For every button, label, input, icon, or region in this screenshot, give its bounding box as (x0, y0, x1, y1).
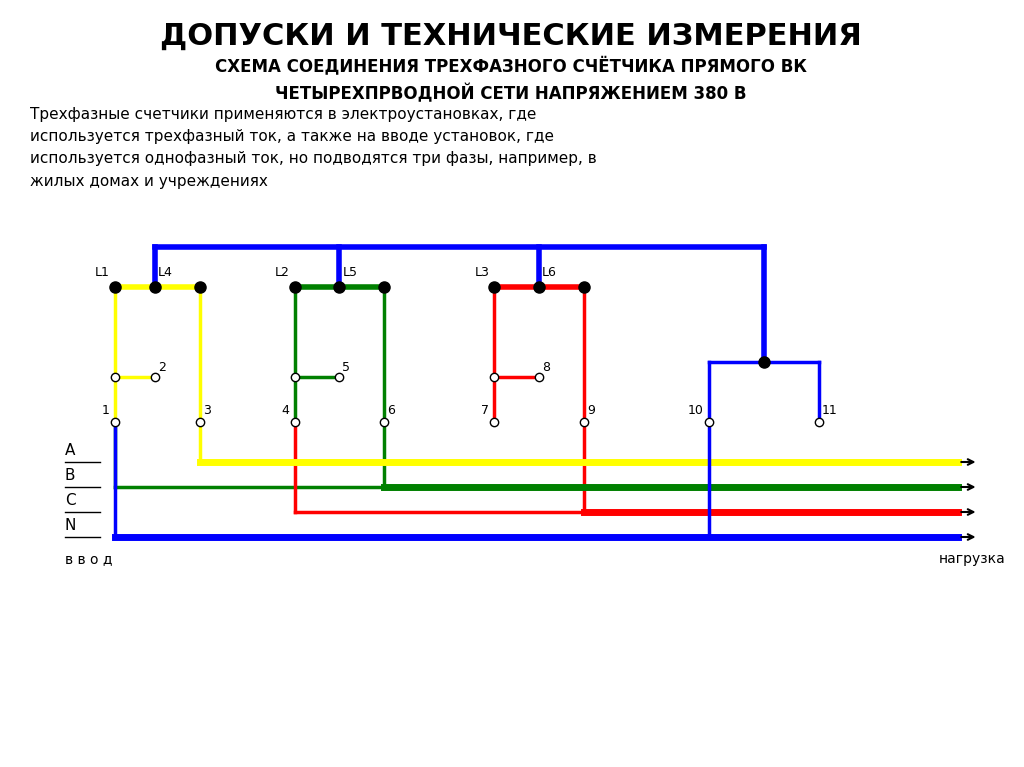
Text: 9: 9 (587, 404, 595, 417)
Text: С: С (65, 493, 76, 508)
Text: В: В (65, 468, 76, 483)
Text: СХЕМА СОЕДИНЕНИЯ ТРЕХФАЗНОГО СЧЁТЧИКА ПРЯМОГО ВК
ЧЕТЫРЕХПРВОДНОЙ СЕТИ НАПРЯЖЕНИЕ: СХЕМА СОЕДИНЕНИЯ ТРЕХФАЗНОГО СЧЁТЧИКА ПР… (215, 57, 807, 103)
Text: L6: L6 (542, 266, 557, 279)
Text: 11: 11 (821, 404, 838, 417)
Text: 5: 5 (342, 361, 350, 374)
Text: 8: 8 (542, 361, 550, 374)
Text: Трехфазные счетчики применяются в электроустановках, где
используется трехфазный: Трехфазные счетчики применяются в электр… (30, 107, 597, 189)
Text: 2: 2 (158, 361, 166, 374)
Text: L4: L4 (158, 266, 173, 279)
Text: нагрузка: нагрузка (938, 552, 1006, 566)
Text: L3: L3 (474, 266, 489, 279)
Text: в в о д: в в о д (65, 552, 113, 566)
Text: L2: L2 (274, 266, 290, 279)
Text: 4: 4 (282, 404, 290, 417)
Text: 1: 1 (102, 404, 110, 417)
Text: 7: 7 (481, 404, 489, 417)
Text: 6: 6 (387, 404, 395, 417)
Text: N: N (65, 518, 76, 533)
Text: 3: 3 (203, 404, 211, 417)
Text: L5: L5 (342, 266, 357, 279)
Text: 10: 10 (688, 404, 703, 417)
Text: А: А (65, 443, 76, 458)
Text: ДОПУСКИ И ТЕХНИЧЕСКИЕ ИЗМЕРЕНИЯ: ДОПУСКИ И ТЕХНИЧЕСКИЕ ИЗМЕРЕНИЯ (161, 22, 862, 51)
Text: L1: L1 (95, 266, 110, 279)
